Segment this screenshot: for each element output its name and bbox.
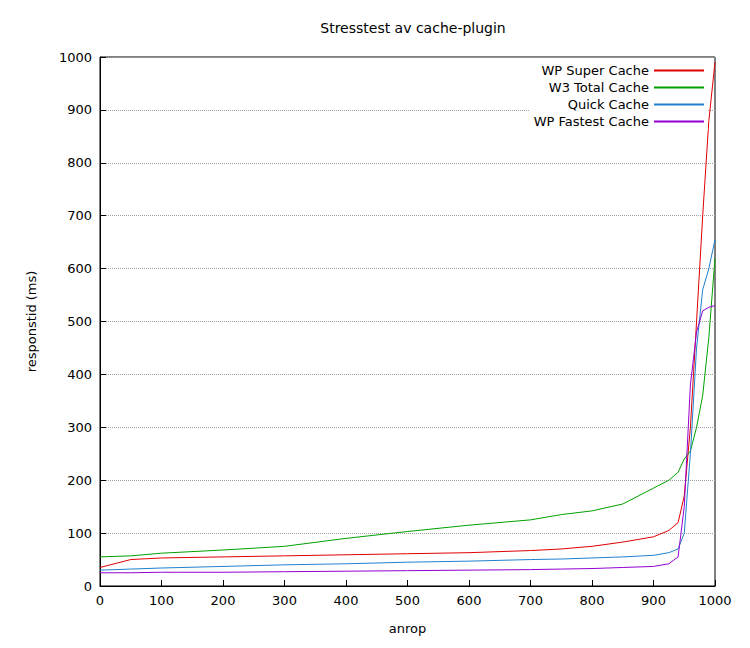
svg-text:200: 200 xyxy=(211,593,236,608)
svg-text:800: 800 xyxy=(580,593,605,608)
svg-text:600: 600 xyxy=(457,593,482,608)
svg-text:WP Super Cache: WP Super Cache xyxy=(542,63,649,78)
svg-text:700: 700 xyxy=(67,208,92,223)
svg-text:400: 400 xyxy=(334,593,359,608)
svg-text:300: 300 xyxy=(272,593,297,608)
svg-text:900: 900 xyxy=(641,593,666,608)
svg-text:anrop: anrop xyxy=(389,621,426,636)
svg-text:200: 200 xyxy=(67,473,92,488)
svg-text:WP Fastest Cache: WP Fastest Cache xyxy=(534,114,649,129)
svg-text:300: 300 xyxy=(67,420,92,435)
svg-text:500: 500 xyxy=(67,314,92,329)
svg-text:Quick Cache: Quick Cache xyxy=(568,97,649,112)
svg-text:600: 600 xyxy=(67,261,92,276)
svg-text:W3 Total Cache: W3 Total Cache xyxy=(549,80,649,95)
svg-text:0: 0 xyxy=(96,593,104,608)
svg-text:Stresstest av cache-plugin: Stresstest av cache-plugin xyxy=(320,20,506,36)
svg-text:responstid (ms): responstid (ms) xyxy=(24,271,39,373)
svg-text:100: 100 xyxy=(67,526,92,541)
svg-text:100: 100 xyxy=(149,593,174,608)
svg-text:1000: 1000 xyxy=(59,50,92,65)
svg-text:800: 800 xyxy=(67,155,92,170)
svg-text:1000: 1000 xyxy=(698,593,731,608)
svg-text:900: 900 xyxy=(67,102,92,117)
svg-text:0: 0 xyxy=(84,579,92,594)
svg-text:500: 500 xyxy=(395,593,420,608)
svg-text:400: 400 xyxy=(67,367,92,382)
svg-text:700: 700 xyxy=(518,593,543,608)
